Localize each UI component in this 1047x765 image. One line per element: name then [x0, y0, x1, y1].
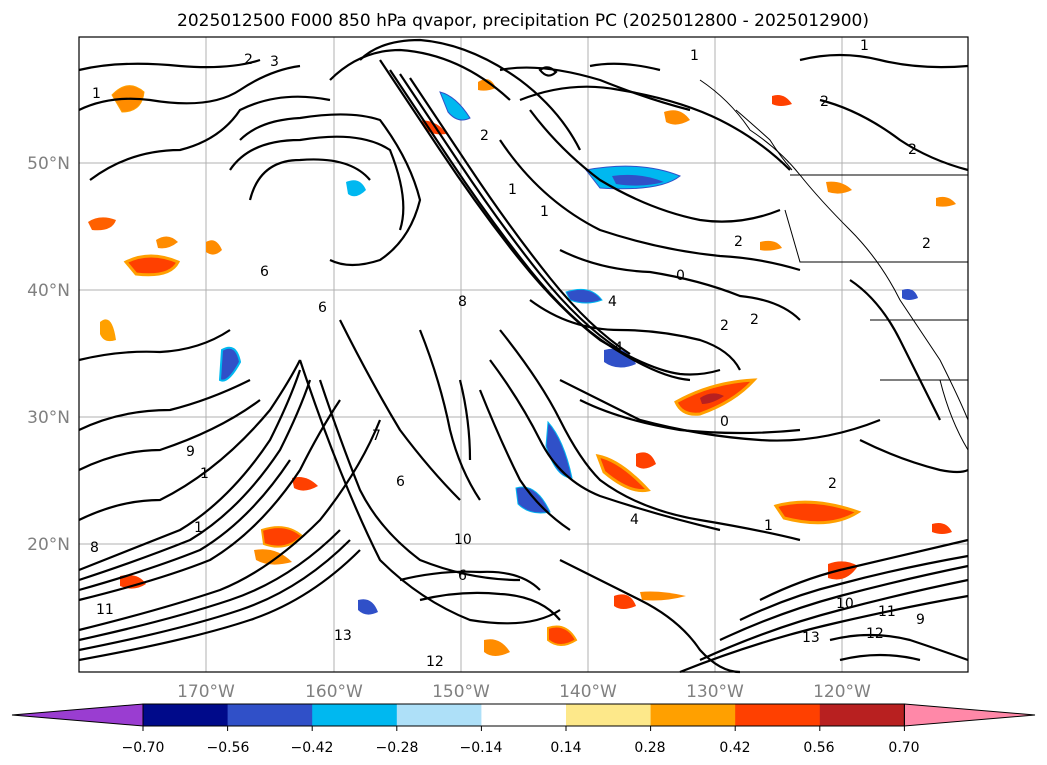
lon-tick-label: 150°W [432, 682, 490, 702]
contour-label: 1 [92, 86, 101, 102]
contour-label: 4 [614, 340, 623, 356]
contour-label: 9 [916, 612, 925, 628]
contour-label: 10 [454, 532, 472, 548]
contour-label: 6 [318, 300, 327, 316]
qvapor-contours [78, 38, 969, 674]
contour-label: 2 [828, 476, 837, 492]
contour-labels: 2 3 1 1 2 1 1 1 2 2 2 0 2 4 6 8 6 4 2 1 … [90, 38, 931, 670]
lat-tick-label: 20°N [27, 535, 70, 555]
plot-title: 2025012500 F000 850 hPa qvapor, precipit… [177, 11, 869, 31]
lon-tick-labels: 170°W 160°W 150°W 140°W 130°W 120°W [177, 682, 871, 702]
contour-label: 8 [458, 294, 467, 310]
colorbar-swatch [312, 704, 398, 726]
colorbar-swatch [143, 704, 229, 726]
map-panel: 2 3 1 1 2 1 1 1 2 2 2 0 2 4 6 8 6 4 2 1 … [78, 36, 969, 674]
lat-tick-label: 30°N [27, 408, 70, 428]
colorbar-tick-label: 0.42 [719, 740, 750, 756]
contour-label: 1 [194, 520, 203, 536]
contour-label: 2 [820, 94, 829, 110]
lon-tick-label: 170°W [177, 682, 235, 702]
colorbar-swatch [566, 704, 652, 726]
colorbar-swatch [819, 704, 905, 726]
colorbar-swatch [735, 704, 821, 726]
contour-label: 13 [334, 628, 352, 644]
contour-label: 6 [260, 264, 269, 280]
contour-label: 1 [540, 204, 549, 220]
contour-label: 0 [676, 268, 685, 284]
contour-label: 12 [426, 654, 444, 670]
contour-label: 12 [866, 626, 884, 642]
gridlines [79, 37, 968, 672]
contour-label: 0 [720, 414, 729, 430]
contour-label: 2 [922, 236, 931, 252]
lat-tick-labels: 50°N 40°N 30°N 20°N [27, 154, 70, 555]
colorbar-swatch [227, 704, 313, 726]
contour-label: 2 [720, 318, 729, 334]
contour-label: 11 [96, 602, 114, 618]
contour-label: 7 [372, 428, 381, 444]
contour-label: 13 [802, 630, 820, 646]
colorbar-tick-label: 0.14 [550, 740, 581, 756]
contour-label: 11 [878, 604, 896, 620]
contour-label: 1 [200, 466, 209, 482]
colorbar-tick-label: 0.28 [634, 740, 665, 756]
contour-label: 6 [396, 474, 405, 490]
colorbar [11, 703, 1036, 731]
colorbar-tick-label: −0.42 [291, 740, 334, 756]
contour-label: 1 [860, 38, 869, 54]
contour-label: 3 [270, 54, 279, 70]
colorbar-swatch [396, 704, 482, 726]
lat-tick-label: 50°N [27, 154, 70, 174]
contour-label: 4 [608, 294, 617, 310]
contour-label: 4 [630, 512, 639, 528]
colorbar-tick-label: −0.56 [207, 740, 250, 756]
contour-label: 1 [508, 182, 517, 198]
colorbar-tick-label: −0.70 [122, 740, 165, 756]
colorbar-tick-label: −0.28 [376, 740, 419, 756]
lon-tick-label: 160°W [305, 682, 363, 702]
contour-label: 6 [458, 568, 467, 584]
colorbar-extend-low [11, 703, 144, 727]
contour-label: 10 [836, 596, 854, 612]
colorbar-tick-label: −0.14 [460, 740, 503, 756]
contour-label: 2 [480, 128, 489, 144]
colorbar-outline [142, 703, 905, 727]
contour-label: 2 [734, 234, 743, 250]
contour-label: 2 [750, 312, 759, 328]
precip-anomaly-shading [88, 79, 956, 656]
colorbar-extend-high [903, 703, 1036, 727]
colorbar-swatch [481, 704, 567, 726]
lat-tick-label: 40°N [27, 281, 70, 301]
contour-label: 1 [690, 48, 699, 64]
colorbar-tick-label: 0.70 [888, 740, 919, 756]
colorbar-tick-labels: −0.70 −0.56 −0.42 −0.28 −0.14 0.14 0.28 … [122, 740, 920, 756]
contour-label: 2 [908, 142, 917, 158]
contour-label: 1 [764, 518, 773, 534]
contour-label: 9 [186, 444, 195, 460]
colorbar-tick-label: 0.56 [803, 740, 834, 756]
contour-label: 8 [90, 540, 99, 556]
lon-tick-label: 130°W [686, 682, 744, 702]
lon-tick-label: 140°W [559, 682, 617, 702]
lon-tick-label: 120°W [813, 682, 871, 702]
colorbar-swatch [650, 704, 736, 726]
contour-label: 2 [244, 52, 253, 68]
